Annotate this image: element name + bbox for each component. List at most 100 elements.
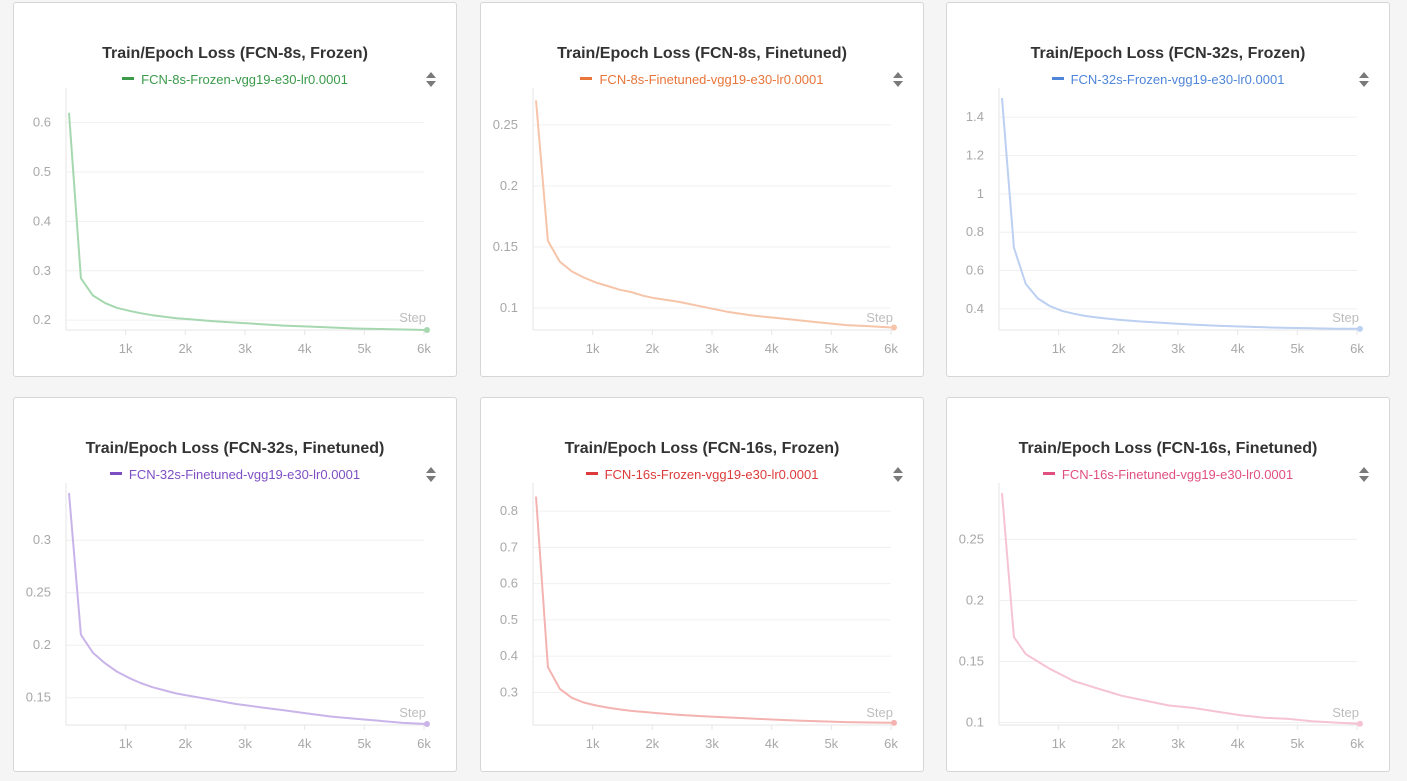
legend-label: FCN-16s-Finetuned-vgg19-e30-lr0.0001 (1061, 467, 1294, 482)
panel-menu-icon[interactable] (1358, 466, 1370, 484)
chart-title: Train/Epoch Loss (FCN-16s, Finetuned) (1018, 440, 1318, 457)
legend-label: FCN-32s-Frozen-vgg19-e30-lr0.0001 (1070, 72, 1285, 87)
series-end-point (1356, 720, 1363, 727)
series-end-point (423, 327, 430, 333)
y-tick-label: 0.25 (26, 585, 51, 600)
chart-title: Train/Epoch Loss (FCN-8s, Frozen) (102, 45, 368, 62)
series-end-point (1356, 325, 1363, 332)
y-tick-label: 0.3 (500, 684, 518, 699)
x-tick-label: 6k (1350, 341, 1364, 356)
chart-panel-4: Train/Epoch Loss (FCN-32s, Finetuned) FC… (13, 397, 457, 772)
x-axis-label: Step (399, 705, 426, 720)
x-tick-label: 4k (765, 341, 779, 356)
panel-menu-icon[interactable] (892, 71, 904, 89)
chart-title: Train/Epoch Loss (FCN-32s, Frozen) (1030, 45, 1306, 62)
y-tick-label: 0.2 (500, 178, 518, 193)
x-tick-label: 3k (238, 736, 252, 751)
y-tick-label: 0.2 (33, 637, 51, 652)
x-tick-label: 5k (1290, 341, 1304, 356)
panel-menu-icon[interactable] (892, 466, 904, 484)
legend-label: FCN-32s-Finetuned-vgg19-e30-lr0.0001 (128, 467, 361, 482)
y-tick-label: 0.3 (33, 532, 51, 547)
x-tick-label: 5k (824, 736, 838, 751)
y-tick-label: 0.6 (500, 576, 518, 591)
x-tick-label: 1k (1052, 736, 1066, 751)
x-axis-label: Step (399, 310, 426, 325)
x-tick-label: 2k (178, 736, 192, 751)
series-end-point (423, 720, 430, 727)
x-tick-label: 2k (178, 341, 192, 356)
line-chart: 0.3 0.4 0.5 0.6 0.7 0.8 1k 2k 3k 4k 5k 6k Step (500, 483, 898, 751)
y-tick-label: 0.3 (33, 263, 51, 278)
x-tick-label: 6k (417, 736, 431, 751)
x-tick-label: 1k (586, 341, 600, 356)
x-tick-label: 3k (705, 341, 719, 356)
x-axis-label: Step (1332, 310, 1359, 325)
series-end-point (890, 324, 897, 331)
series-line (1001, 492, 1361, 725)
x-axis-label: Step (1332, 705, 1359, 720)
x-tick-label: 2k (1111, 736, 1125, 751)
y-tick-label: 0.15 (493, 239, 518, 254)
chart-panel-2: Train/Epoch Loss (FCN-8s, Finetuned) FCN… (480, 2, 924, 377)
y-tick-label: 0.4 (966, 301, 984, 316)
legend[interactable]: FCN-16s-Finetuned-vgg19-e30-lr0.0001 (947, 467, 1389, 482)
legend-swatch (109, 472, 122, 476)
y-tick-label: 0.2 (966, 592, 984, 607)
chart-panel-1: Train/Epoch Loss (FCN-8s, Frozen) FCN-8s… (13, 2, 457, 377)
x-tick-label: 3k (1171, 736, 1185, 751)
line-chart: 0.1 0.15 0.2 0.25 1k 2k 3k 4k 5k 6k Step (959, 483, 1364, 751)
legend-swatch (1051, 77, 1064, 81)
y-tick-label: 0.25 (959, 531, 984, 546)
chart-title: Train/Epoch Loss (FCN-8s, Finetuned) (557, 45, 847, 62)
panel-menu-icon[interactable] (1358, 71, 1370, 89)
legend[interactable]: FCN-8s-Finetuned-vgg19-e30-lr0.0001 (481, 72, 923, 87)
x-tick-label: 1k (1052, 341, 1066, 356)
x-tick-label: 6k (884, 341, 898, 356)
x-tick-label: 5k (824, 341, 838, 356)
x-tick-label: 4k (298, 341, 312, 356)
x-tick-label: 2k (1111, 341, 1125, 356)
line-chart: 0.1 0.15 0.2 0.25 1k 2k 3k 4k 5k 6k Step (493, 88, 898, 356)
y-tick-label: 0.8 (966, 224, 984, 239)
chart-panel-5: Train/Epoch Loss (FCN-16s, Frozen) FCN-1… (480, 397, 924, 772)
x-tick-label: 4k (1231, 341, 1245, 356)
y-tick-label: 0.8 (500, 503, 518, 518)
legend[interactable]: FCN-32s-Finetuned-vgg19-e30-lr0.0001 (14, 467, 456, 482)
x-tick-label: 3k (705, 736, 719, 751)
x-axis-label: Step (866, 705, 893, 720)
y-tick-label: 1.4 (966, 109, 984, 124)
x-tick-label: 4k (298, 736, 312, 751)
y-tick-label: 0.6 (966, 263, 984, 278)
line-chart: 0.15 0.2 0.25 0.3 1k 2k 3k 4k 5k 6k Step (26, 483, 431, 751)
x-tick-label: 2k (645, 341, 659, 356)
chart-panel-6: Train/Epoch Loss (FCN-16s, Finetuned) FC… (946, 397, 1390, 772)
y-tick-label: 0.6 (33, 115, 51, 130)
y-tick-label: 0.15 (26, 690, 51, 705)
x-tick-label: 2k (645, 736, 659, 751)
y-tick-label: 0.25 (493, 117, 518, 132)
legend[interactable]: FCN-32s-Frozen-vgg19-e30-lr0.0001 (947, 72, 1389, 87)
x-tick-label: 1k (119, 341, 133, 356)
x-axis-label: Step (866, 310, 893, 325)
panel-menu-icon[interactable] (425, 71, 437, 89)
chart-title: Train/Epoch Loss (FCN-16s, Frozen) (564, 440, 840, 457)
legend-swatch (122, 77, 135, 81)
x-tick-label: 6k (1350, 736, 1364, 751)
y-tick-label: 0.5 (500, 612, 518, 627)
legend-swatch (580, 77, 593, 81)
series-line (1001, 97, 1361, 330)
legend-label: FCN-16s-Frozen-vgg19-e30-lr0.0001 (604, 467, 819, 482)
y-tick-label: 0.15 (959, 654, 984, 669)
legend[interactable]: FCN-16s-Frozen-vgg19-e30-lr0.0001 (481, 467, 923, 482)
x-tick-label: 5k (1290, 736, 1304, 751)
series-line (535, 100, 895, 329)
x-tick-label: 3k (238, 341, 252, 356)
x-tick-label: 6k (417, 341, 431, 356)
legend[interactable]: FCN-8s-Frozen-vgg19-e30-lr0.0001 (14, 72, 456, 87)
x-tick-label: 5k (357, 341, 371, 356)
y-tick-label: 0.4 (33, 213, 51, 228)
panel-menu-icon[interactable] (425, 466, 437, 484)
y-tick-label: 0.1 (500, 300, 518, 315)
y-tick-label: 0.4 (500, 648, 518, 663)
